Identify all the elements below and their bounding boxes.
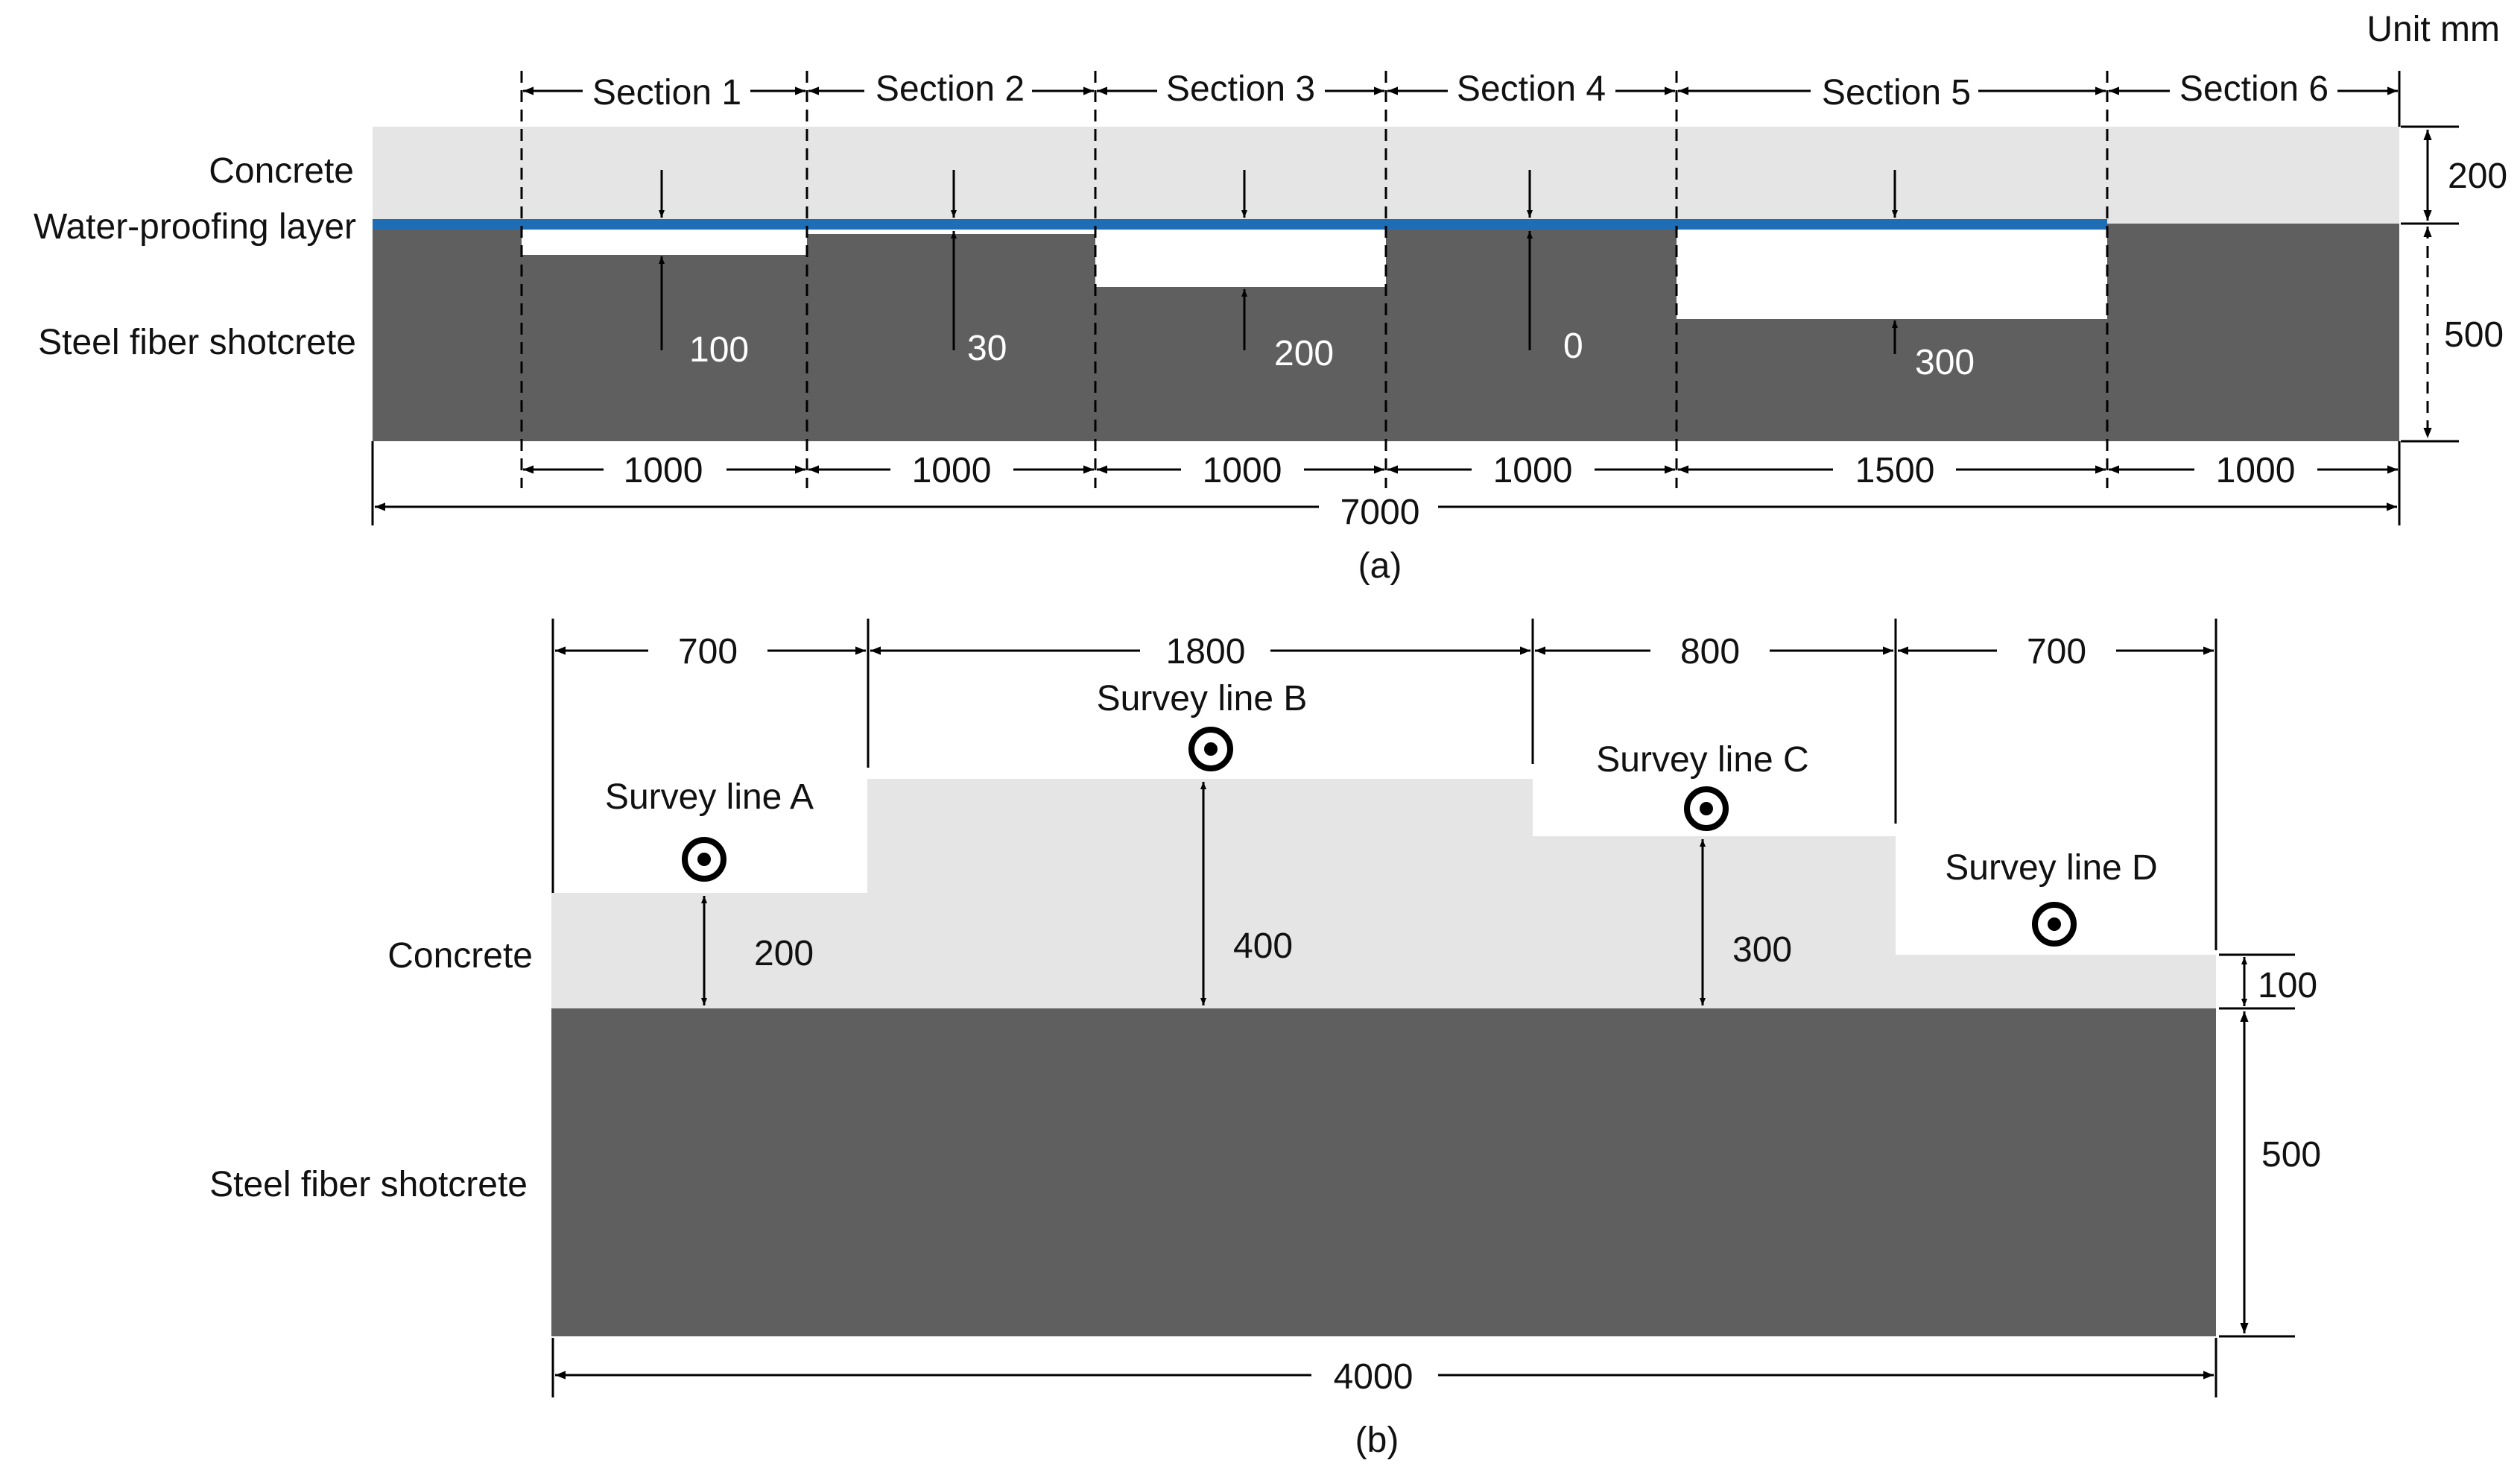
void-depth-section-3: 200 — [1274, 334, 1334, 373]
concrete-depth-b: 400 — [1233, 926, 1293, 966]
survey-line-c-label: Survey line C — [1596, 740, 1808, 780]
survey-target-icon — [2032, 902, 2077, 947]
concrete-depth-a: 200 — [754, 934, 814, 973]
width-section-5: 1500 — [1855, 451, 1935, 490]
section-2-label: Section 2 — [876, 69, 1025, 109]
segment-width-c: 800 — [1680, 632, 1740, 672]
unit-label: Unit mm — [2367, 10, 2500, 49]
section-5-label: Section 5 — [1822, 73, 1971, 113]
void-depth-section-4: 0 — [1563, 326, 1583, 366]
width-section-2: 1000 — [912, 451, 992, 490]
survey-target-icon — [1188, 727, 1233, 771]
concrete-step-b — [867, 779, 1533, 1008]
survey-line-a-label: Survey line A — [605, 777, 814, 817]
width-section-6: 1000 — [2216, 451, 2296, 490]
survey-line-d-label: Survey line D — [1945, 848, 2157, 888]
section-3-label: Section 3 — [1166, 69, 1315, 109]
width-section-1: 1000 — [624, 451, 703, 490]
survey-target-icon — [1684, 786, 1729, 831]
concrete-thickness-a: 200 — [2448, 157, 2507, 196]
waterproofing-label: Water-proofing layer — [34, 207, 356, 247]
concrete-label-a: Concrete — [209, 151, 354, 191]
panel-a: Concrete Water-proofing layer Steel fibe… — [34, 69, 2507, 586]
section-6-label: Section 6 — [2179, 69, 2329, 109]
concrete-step-c — [1533, 836, 1896, 1008]
void-depth-section-5: 300 — [1915, 343, 1975, 382]
survey-target-icon — [682, 837, 726, 882]
shotcrete-layer-b — [551, 1008, 2216, 1336]
section-4-label: Section 4 — [1457, 69, 1606, 109]
void-depth-section-1: 100 — [689, 330, 749, 370]
section-1-label: Section 1 — [592, 73, 741, 113]
void-section-5 — [1677, 224, 2107, 319]
segment-width-a: 700 — [678, 632, 738, 672]
segment-width-b: 1800 — [1166, 632, 1246, 672]
concrete-step-a — [551, 893, 867, 1008]
waterproofing-layer — [373, 219, 2107, 230]
concrete-label-b: Concrete — [387, 936, 533, 976]
shotcrete-label-a: Steel fiber shotcrete — [38, 323, 356, 362]
width-section-3: 1000 — [1203, 451, 1282, 490]
shotcrete-thickness-b: 500 — [2261, 1135, 2321, 1175]
caption-b: (b) — [1355, 1421, 1399, 1460]
panel-b: Concrete Steel fiber shotcrete 700 1800 … — [209, 619, 2321, 1460]
concrete-depth-c: 300 — [1732, 930, 1792, 970]
survey-line-b-label: Survey line B — [1097, 679, 1308, 718]
void-section-3 — [1095, 224, 1386, 287]
void-depth-section-2: 30 — [967, 329, 1007, 368]
width-section-4: 1000 — [1493, 451, 1573, 490]
shotcrete-label-b: Steel fiber shotcrete — [209, 1165, 528, 1204]
total-length-a: 7000 — [1340, 493, 1420, 532]
concrete-depth-d: 100 — [2258, 966, 2317, 1005]
total-length-b: 4000 — [1334, 1357, 1413, 1397]
concrete-step-d — [1896, 955, 2216, 1008]
shotcrete-thickness-a: 500 — [2444, 315, 2504, 355]
caption-a: (a) — [1358, 546, 1402, 586]
segment-width-d: 700 — [2027, 632, 2086, 672]
